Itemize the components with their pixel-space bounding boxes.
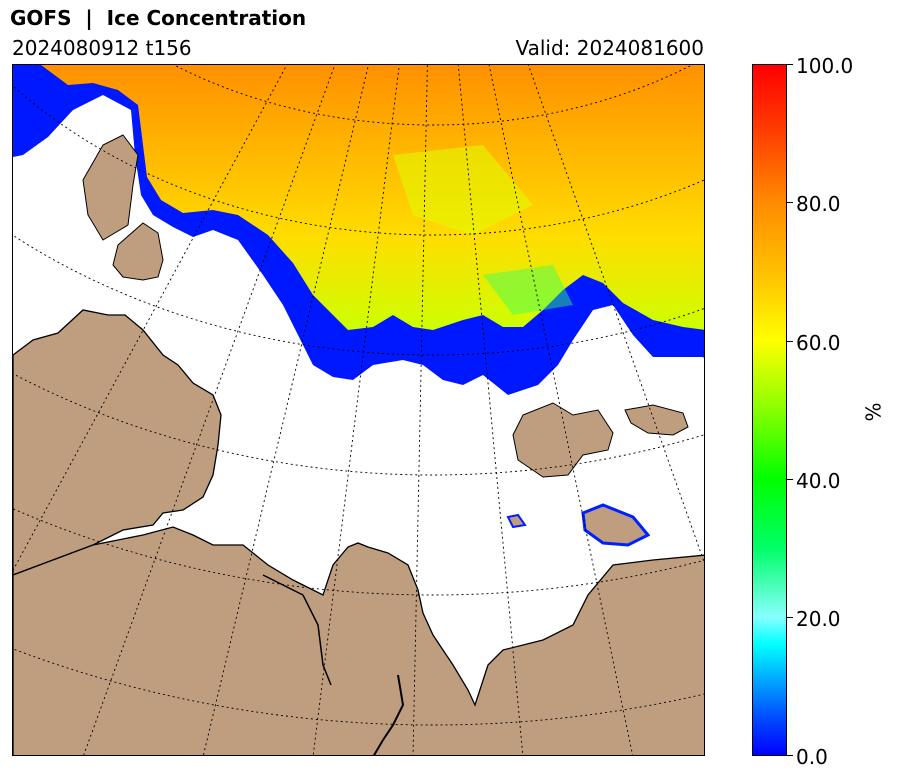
polar-projection-map-icon (13, 65, 704, 755)
island-east-2 (624, 404, 689, 436)
island-east-1 (512, 402, 614, 478)
map-panel (12, 64, 705, 756)
colorbar-tick (787, 479, 793, 480)
colorbar (752, 64, 787, 756)
colorbar-tick-label: 20.0 (796, 607, 841, 631)
colorbar-tick-label: 40.0 (796, 469, 841, 493)
colorbar-tick (787, 341, 793, 342)
island-north-west (82, 134, 139, 241)
colorbar-tick-label: 60.0 (796, 331, 841, 355)
island-west-small (112, 222, 164, 281)
colorbar-tick (787, 617, 793, 618)
valid-label: Valid: 2024081600 (515, 36, 704, 60)
run-label: 2024080912 t156 (12, 36, 192, 60)
colorbar-tick-label: 100.0 (796, 54, 854, 78)
colorbar-unit-label: % (861, 402, 886, 422)
colorbar-tick-label: 0.0 (796, 745, 828, 769)
ice-pack (41, 65, 704, 330)
island-east-3 (581, 503, 651, 547)
colorbar-tick-label: 80.0 (796, 192, 841, 216)
colorbar-tick (787, 755, 793, 756)
colorbar-tick (787, 202, 793, 203)
colorbar-tick (787, 64, 793, 65)
landmass-south (13, 526, 704, 755)
map-title: GOFS | Ice Concentration (10, 6, 307, 30)
landmass-west (13, 309, 222, 576)
